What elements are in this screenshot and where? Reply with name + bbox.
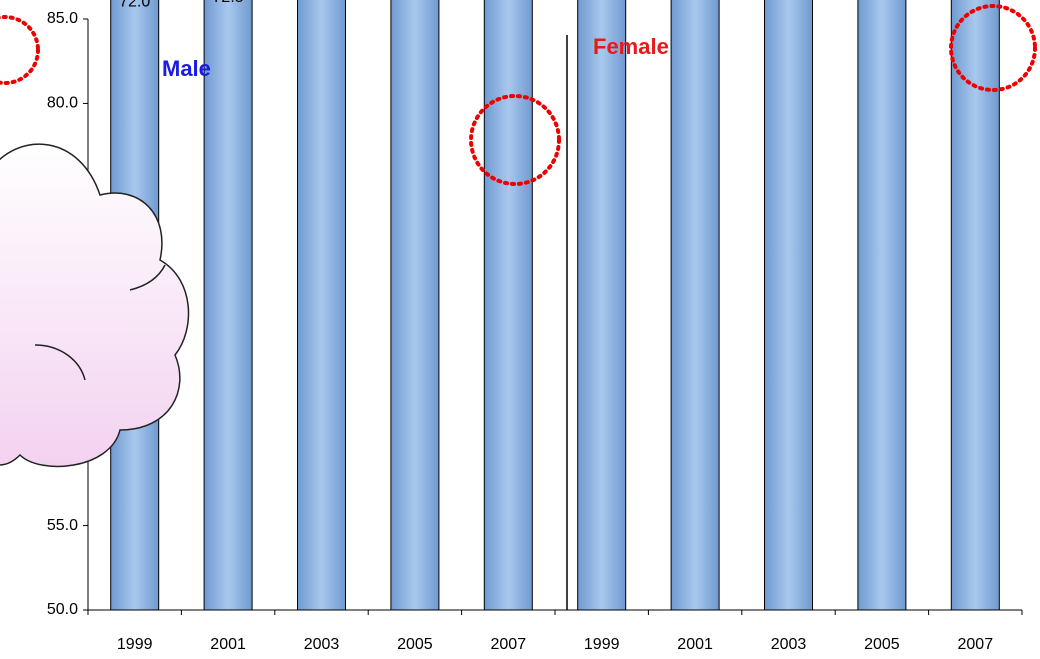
x-tick-label: 2003 (771, 636, 807, 653)
bar-segment (578, 0, 626, 610)
y-tick-label: 50.0 (47, 601, 78, 618)
y-tick-label: 55.0 (47, 517, 78, 534)
bar-segment (858, 0, 906, 610)
bar-segment (204, 0, 252, 610)
bar-segment (484, 0, 532, 610)
x-tick-label: 2001 (210, 636, 246, 653)
bar-segment (951, 0, 999, 610)
x-tick-label: 2003 (304, 636, 340, 653)
highlight-circle (0, 17, 38, 83)
annotation: Female (593, 34, 669, 59)
x-tick-label: 2001 (677, 636, 713, 653)
annotation: Male (162, 56, 211, 81)
x-tick-label: 2005 (397, 636, 433, 653)
x-tick-label: 2007 (491, 636, 527, 653)
bar-segment (765, 0, 813, 610)
x-tick-label: 2007 (958, 636, 994, 653)
y-tick-label: 85.0 (47, 10, 78, 27)
y-tick-label: 80.0 (47, 95, 78, 112)
plot: 50.055.080.085.0199972.01.53.4200172.51.… (47, 0, 1022, 653)
x-tick-label: 1999 (584, 636, 620, 653)
x-tick-label: 1999 (117, 636, 153, 653)
bar-segment (298, 0, 346, 610)
x-tick-label: 2005 (864, 636, 900, 653)
data-label: 72.8 (399, 0, 430, 4)
data-label: 72.5 (213, 0, 244, 6)
data-label: 72.0 (119, 0, 150, 10)
bar-segment (391, 0, 439, 610)
cloud-callout (0, 144, 189, 466)
bar-segment (671, 0, 719, 610)
